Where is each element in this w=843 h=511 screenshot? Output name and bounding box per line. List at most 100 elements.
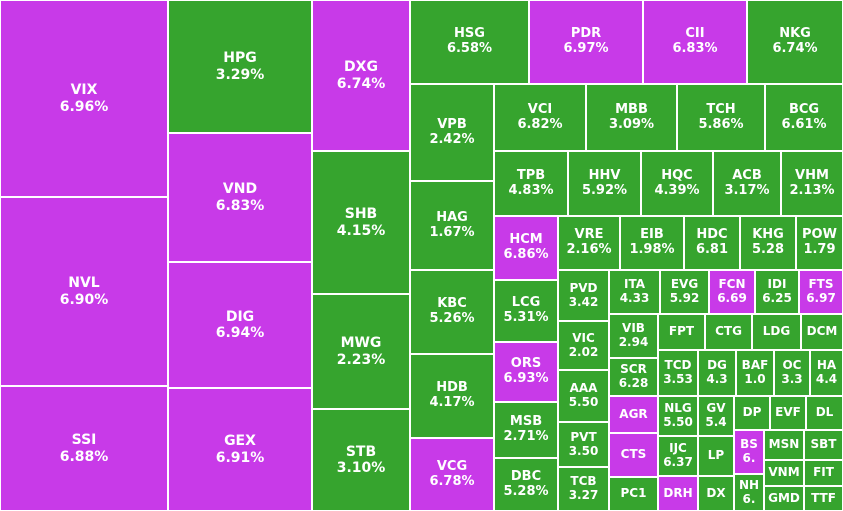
- tile-drh[interactable]: DRH: [658, 476, 698, 511]
- tile-symbol: MBB: [615, 101, 648, 117]
- tile-pdr[interactable]: PDR 6.97%: [529, 0, 643, 84]
- tile-sbt[interactable]: SBT: [804, 430, 843, 460]
- tile-symbol: VIC: [572, 330, 595, 345]
- tile-vic[interactable]: VIC 2.02: [558, 321, 609, 370]
- tile-hhv[interactable]: HHV 5.92%: [568, 151, 641, 216]
- tile-ttf[interactable]: TTF: [804, 486, 843, 511]
- tile-vnd[interactable]: VND 6.83%: [168, 133, 312, 262]
- tile-agr[interactable]: AGR: [609, 396, 658, 433]
- tile-change: 5.50: [568, 395, 599, 409]
- tile-symbol: EVF: [775, 405, 801, 420]
- tile-ijc[interactable]: IJC 6.37: [658, 436, 698, 476]
- tile-baf[interactable]: BAF 1.0: [736, 350, 774, 396]
- tile-mbb[interactable]: MBB 3.09%: [586, 84, 677, 151]
- tile-hcm[interactable]: HCM 6.86%: [494, 216, 558, 280]
- tile-symbol: DIG: [225, 308, 255, 325]
- tile-shb[interactable]: SHB 4.15%: [312, 151, 410, 294]
- tile-hsg[interactable]: HSG 6.58%: [410, 0, 529, 84]
- tile-cts[interactable]: CTS: [609, 433, 658, 477]
- tile-dbc[interactable]: DBC 5.28%: [494, 458, 558, 511]
- tile-msb[interactable]: MSB 2.71%: [494, 402, 558, 458]
- tile-mwg[interactable]: MWG 2.23%: [312, 294, 410, 409]
- tile-vre[interactable]: VRE 2.16%: [558, 216, 620, 270]
- tile-vpb[interactable]: VPB 2.42%: [410, 84, 494, 181]
- tile-vix[interactable]: VIX 6.96%: [0, 0, 168, 197]
- tile-gmd[interactable]: GMD: [764, 486, 804, 511]
- tile-dg[interactable]: DG 4.3: [698, 350, 736, 396]
- tile-stb[interactable]: STB 3.10%: [312, 409, 410, 511]
- tile-idi[interactable]: IDI 6.25: [755, 270, 799, 314]
- tile-dp[interactable]: DP: [734, 396, 770, 430]
- tile-hag[interactable]: HAG 1.67%: [410, 181, 494, 270]
- tile-ssi[interactable]: SSI 6.88%: [0, 386, 168, 511]
- tile-kbc[interactable]: KBC 5.26%: [410, 270, 494, 354]
- tile-dcm[interactable]: DCM: [801, 314, 843, 350]
- tile-change: 6.96%: [59, 98, 109, 115]
- tile-pvt[interactable]: PVT 3.50: [558, 422, 609, 467]
- tile-symbol: PDR: [570, 26, 602, 42]
- tile-vci[interactable]: VCI 6.82%: [494, 84, 586, 151]
- tile-lcg[interactable]: LCG 5.31%: [494, 280, 558, 342]
- tile-nlg[interactable]: NLG 5.50: [658, 396, 698, 436]
- tile-fcn[interactable]: FCN 6.69: [709, 270, 755, 314]
- tile-nvl[interactable]: NVL 6.90%: [0, 197, 168, 386]
- tile-gex[interactable]: GEX 6.91%: [168, 388, 312, 511]
- tile-gv[interactable]: GV 5.4: [698, 396, 734, 436]
- tile-ctg[interactable]: CTG: [705, 314, 752, 350]
- tile-scr[interactable]: SCR 6.28: [609, 358, 658, 396]
- tile-evf[interactable]: EVF: [770, 396, 806, 430]
- tile-oc[interactable]: OC 3.3: [774, 350, 810, 396]
- tile-dx[interactable]: DX: [698, 476, 734, 511]
- tile-symbol: VCG: [436, 458, 468, 474]
- tile-hdc[interactable]: HDC 6.81: [684, 216, 740, 270]
- tile-ors[interactable]: ORS 6.93%: [494, 342, 558, 402]
- tile-tpb[interactable]: TPB 4.83%: [494, 151, 568, 216]
- tile-symbol: DXG: [344, 59, 378, 76]
- tile-ldg[interactable]: LDG: [752, 314, 801, 350]
- tile-pc1[interactable]: PC1: [609, 477, 658, 511]
- tile-change: 5.86%: [698, 116, 744, 132]
- tile-symbol: MWG: [340, 335, 382, 352]
- tile-change: 1.98%: [629, 242, 675, 257]
- tile-tcb[interactable]: TCB 3.27: [558, 467, 609, 511]
- tile-hqc[interactable]: HQC 4.39%: [641, 151, 713, 216]
- tile-msn[interactable]: MSN: [764, 430, 804, 460]
- tile-evg[interactable]: EVG 5.92: [660, 270, 709, 314]
- tile-acb[interactable]: ACB 3.17%: [713, 151, 781, 216]
- tile-nh[interactable]: NH 6.: [734, 474, 764, 511]
- tile-dxg[interactable]: DXG 6.74%: [312, 0, 410, 151]
- tile-cii[interactable]: CII 6.83%: [643, 0, 747, 84]
- tile-fts[interactable]: FTS 6.97: [799, 270, 843, 314]
- tile-dig[interactable]: DIG 6.94%: [168, 262, 312, 388]
- tile-vnm[interactable]: VNM: [764, 460, 804, 486]
- tile-symbol: AAA: [569, 381, 598, 396]
- tile-bs[interactable]: BS 6.: [734, 430, 764, 474]
- tile-nkg[interactable]: NKG 6.74%: [747, 0, 843, 84]
- tile-change: 6.83%: [672, 41, 718, 56]
- tile-tch[interactable]: TCH 5.86%: [677, 84, 765, 151]
- tile-eib[interactable]: EIB 1.98%: [620, 216, 684, 270]
- tile-fpt[interactable]: FPT: [658, 314, 705, 350]
- tile-vhm[interactable]: VHM 2.13%: [781, 151, 843, 216]
- tile-ita[interactable]: ITA 4.33: [609, 270, 660, 314]
- tile-change: 3.53: [663, 372, 693, 386]
- tile-tcd[interactable]: TCD 3.53: [658, 350, 698, 396]
- tile-pvd[interactable]: PVD 3.42: [558, 270, 609, 321]
- tile-symbol: ORS: [510, 356, 542, 372]
- tile-symbol: GMD: [768, 490, 800, 505]
- tile-change: 4.83%: [508, 182, 554, 198]
- tile-pow[interactable]: POW 1.79: [796, 216, 843, 270]
- tile-change: 4.3: [706, 372, 728, 386]
- tile-hdb[interactable]: HDB 4.17%: [410, 354, 494, 438]
- tile-ha[interactable]: HA 4.4: [810, 350, 843, 396]
- tile-bcg[interactable]: BCG 6.61%: [765, 84, 843, 151]
- tile-dl[interactable]: DL: [806, 396, 843, 430]
- tile-fit[interactable]: FIT: [804, 460, 843, 486]
- tile-symbol: NKG: [779, 26, 811, 42]
- tile-aaa[interactable]: AAA 5.50: [558, 370, 609, 422]
- tile-lp[interactable]: LP: [698, 436, 734, 476]
- tile-vcg[interactable]: VCG 6.78%: [410, 438, 494, 511]
- tile-khg[interactable]: KHG 5.28: [740, 216, 796, 270]
- tile-hpg[interactable]: HPG 3.29%: [168, 0, 312, 133]
- tile-vib[interactable]: VIB 2.94: [609, 314, 658, 358]
